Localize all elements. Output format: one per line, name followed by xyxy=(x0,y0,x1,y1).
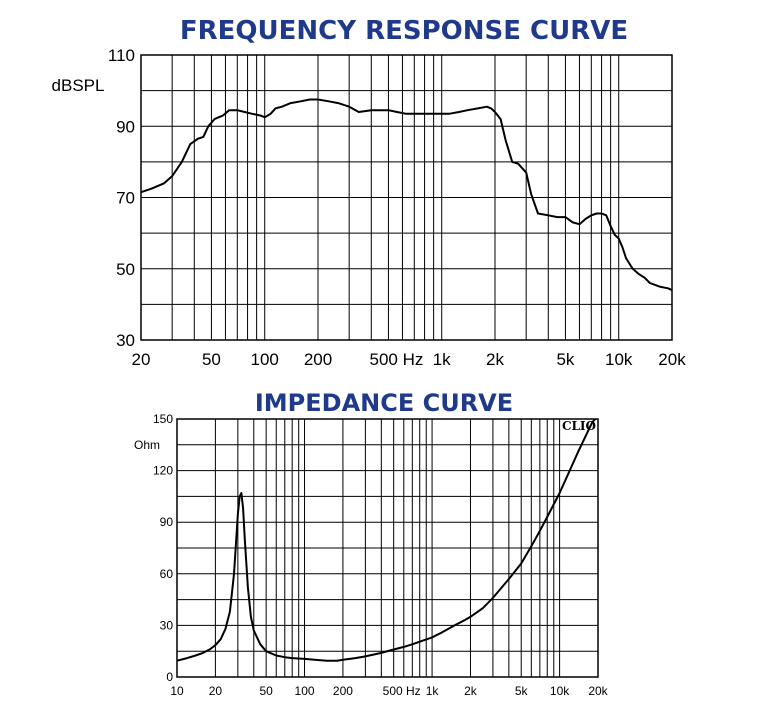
x-tick-label: 5k xyxy=(515,684,529,698)
x-tick-label: 10k xyxy=(550,684,570,698)
x-tick-label: 2k xyxy=(464,684,478,698)
clio-annotation: CLIO xyxy=(562,419,596,433)
y-axis-unit-label: Ohm xyxy=(134,438,160,452)
data-series-line xyxy=(140,98,673,292)
x-tick-label: 20k xyxy=(588,684,608,698)
data-series-line xyxy=(176,418,596,662)
y-tick-label: 120 xyxy=(153,464,173,478)
plot-frame xyxy=(140,54,673,341)
x-tick-label: 1k xyxy=(433,350,451,369)
x-tick-label: 100 xyxy=(251,350,279,369)
y-axis-unit-label: dBSPL xyxy=(52,76,105,95)
x-tick-label: 10 xyxy=(170,684,184,698)
y-tick-label: 30 xyxy=(160,618,174,632)
y-tick-label: 50 xyxy=(116,260,135,279)
impedance-title: IMPEDANCE CURVE xyxy=(255,389,513,417)
y-tick-label: 30 xyxy=(116,331,135,350)
x-tick-label: 500 Hz xyxy=(383,684,421,698)
x-tick-label: 50 xyxy=(259,684,273,698)
x-tick-label: 5k xyxy=(556,350,574,369)
x-tick-label: 20 xyxy=(132,350,151,369)
y-tick-label: 0 xyxy=(166,670,173,684)
impedance-chart: 0 30 60 90 120 150 Ohm 10 20 50 100 200 500 Hz 1k 2k 5k… xyxy=(134,412,609,698)
plot-frame xyxy=(176,418,599,678)
x-tick-label: 20k xyxy=(658,350,686,369)
x-tick-label: 200 xyxy=(333,684,353,698)
x-tick-label: 100 xyxy=(295,684,315,698)
y-tick-label: 70 xyxy=(116,189,135,208)
x-tick-label: 20 xyxy=(209,684,223,698)
y-tick-label: 110 xyxy=(108,46,135,65)
y-tick-label: 60 xyxy=(160,567,174,581)
x-tick-label: 1k xyxy=(426,684,440,698)
frequency-response-title: FREQUENCY RESPONSE CURVE xyxy=(180,16,628,46)
y-tick-label: 150 xyxy=(153,412,173,426)
x-tick-label: 50 xyxy=(202,350,221,369)
x-tick-label: 2k xyxy=(486,350,504,369)
x-tick-label: 200 xyxy=(304,350,332,369)
x-tick-label: 10k xyxy=(605,350,633,369)
y-tick-label: 90 xyxy=(160,515,174,529)
x-tick-label: 500 Hz xyxy=(369,350,423,369)
y-tick-label: 90 xyxy=(116,117,135,136)
